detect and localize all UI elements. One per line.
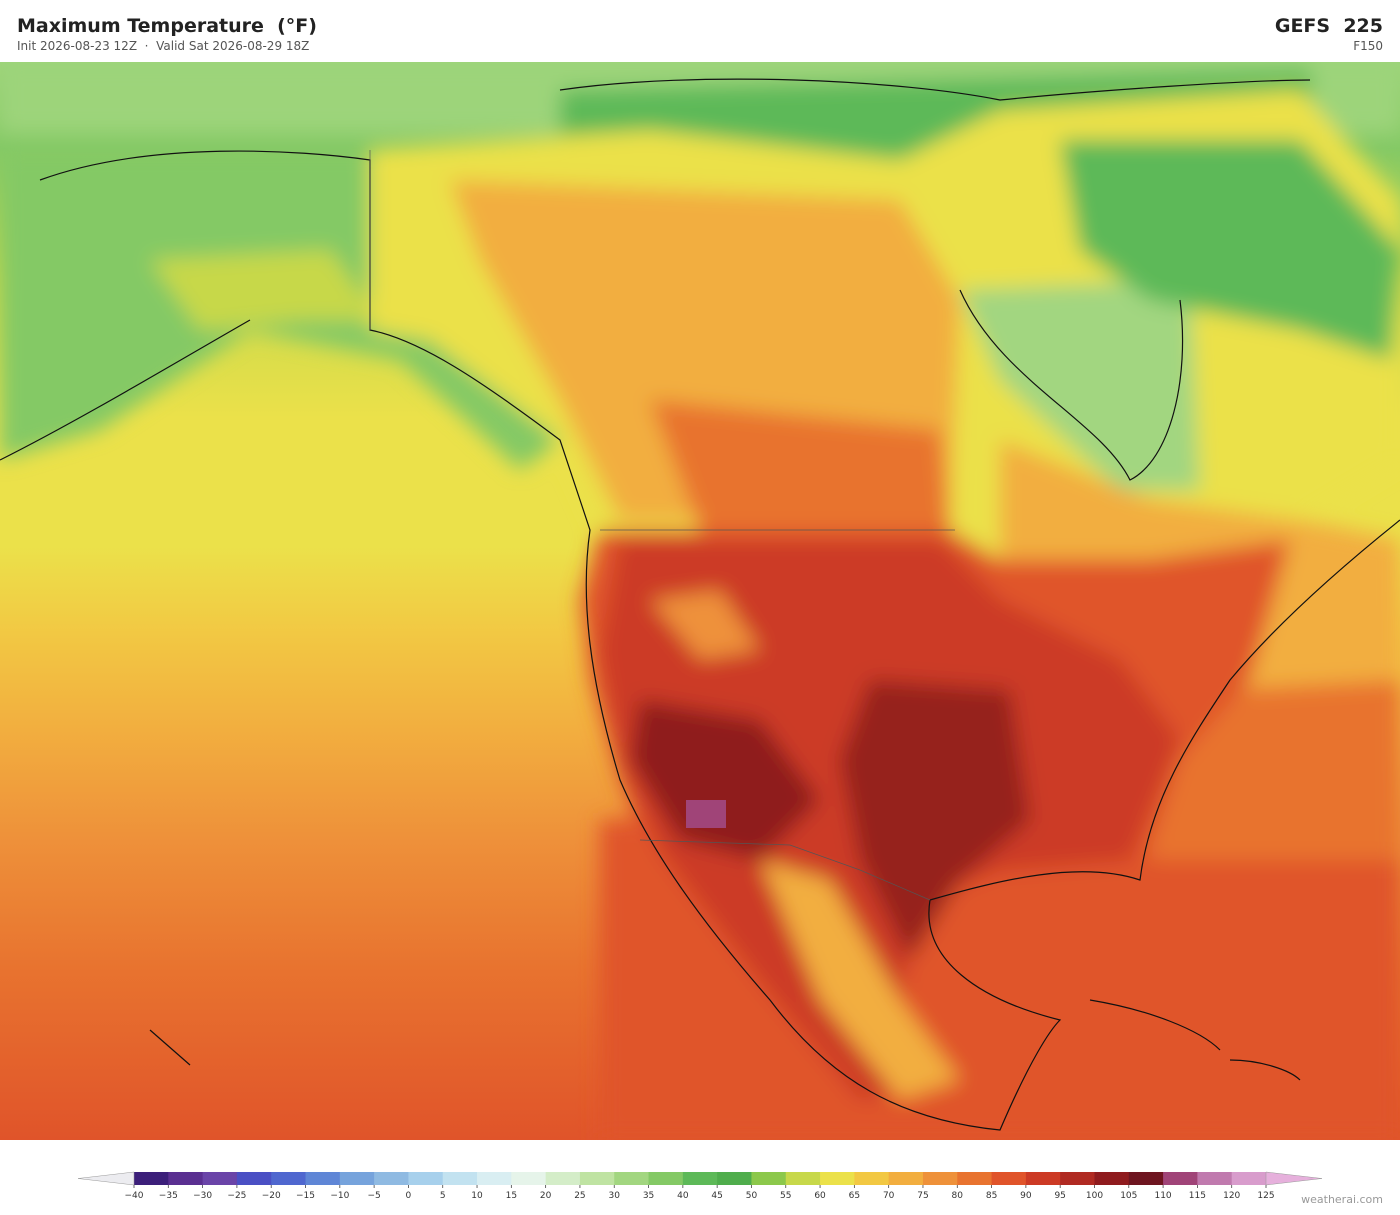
colorbar-bin xyxy=(1128,1172,1164,1185)
colorbar-tick-label: −10 xyxy=(330,1191,349,1201)
colorbar-bin xyxy=(408,1172,444,1185)
colorbar-tick-label: −40 xyxy=(125,1191,144,1201)
colorbar-tick-label: 5 xyxy=(440,1191,446,1201)
colorbar-bin xyxy=(751,1172,787,1185)
colorbar-tick-label: −35 xyxy=(159,1191,178,1201)
colorbar-bin xyxy=(305,1172,341,1185)
colorbar-tick-label: 70 xyxy=(883,1191,895,1201)
colorbar-bin xyxy=(614,1172,650,1185)
colorbar-bin xyxy=(648,1172,684,1185)
colorbar-under xyxy=(77,1171,135,1186)
colorbar-bin xyxy=(682,1172,718,1185)
model: GEFS 225 xyxy=(1274,15,1383,37)
colorbar-bin xyxy=(785,1172,821,1185)
colorbar-tick-label: 55 xyxy=(780,1191,791,1201)
colorbar-tick-label: 110 xyxy=(1154,1191,1171,1201)
colorbar-tick-label: 15 xyxy=(506,1191,517,1201)
colorbar-tick-label: 10 xyxy=(471,1191,483,1201)
colorbar-bin xyxy=(1094,1172,1130,1185)
subtitle: Init 2026-08-23 12Z · Valid Sat 2026-08-… xyxy=(17,39,310,53)
colorbar-tick-label: 95 xyxy=(1054,1191,1065,1201)
colorbar-bin xyxy=(1025,1172,1061,1185)
borders xyxy=(369,150,955,901)
colorbar-tick-label: −20 xyxy=(262,1191,281,1201)
hot-spot xyxy=(686,800,726,828)
colorbar-tick-label: 75 xyxy=(917,1191,928,1201)
colorbar-tick-label: 90 xyxy=(1020,1191,1032,1201)
colorbar-tick-label: −5 xyxy=(367,1191,380,1201)
colorbar-tick-label: 100 xyxy=(1086,1191,1103,1201)
colorbar-tick-label: 85 xyxy=(986,1191,997,1201)
colorbar-bin xyxy=(545,1172,581,1185)
colorbar-tick-label: 65 xyxy=(849,1191,860,1201)
colorbar-tick-label: 120 xyxy=(1223,1191,1240,1201)
colorbar-bin xyxy=(922,1172,958,1185)
colorbar-tick-label: 50 xyxy=(746,1191,758,1201)
colorbar-tick-label: 60 xyxy=(814,1191,826,1201)
colorbar-bin xyxy=(854,1172,890,1185)
colorbar-bin xyxy=(820,1172,855,1185)
colorbar-tick-label: 40 xyxy=(677,1191,689,1201)
colorbar-bin xyxy=(271,1172,307,1185)
colorbar-bin xyxy=(442,1172,478,1185)
colorbar-tick-label: 20 xyxy=(540,1191,552,1201)
colorbar-bin xyxy=(1231,1172,1267,1185)
colorbar-bin xyxy=(477,1172,512,1185)
map xyxy=(0,62,1400,1140)
colorbar-tick-label: 0 xyxy=(406,1191,412,1201)
colorbar-bin xyxy=(202,1172,238,1185)
colorbar-bin xyxy=(1163,1172,1198,1185)
colorbar-tick-label: 30 xyxy=(609,1191,621,1201)
colorbar-bin xyxy=(511,1172,547,1185)
colorbar-tick-label: −15 xyxy=(296,1191,315,1201)
forecast-hour: F150 xyxy=(1353,39,1383,53)
temperature-field xyxy=(0,62,1400,1140)
colorbar-tick-label: 45 xyxy=(711,1191,722,1201)
colorbar-bin xyxy=(991,1172,1027,1185)
colorbar-bin xyxy=(717,1172,752,1185)
colorbar-bin xyxy=(1197,1172,1233,1185)
colorbar-bin xyxy=(579,1172,615,1185)
colorbar-bin xyxy=(339,1172,375,1185)
credit: weatherai.com xyxy=(1301,1193,1383,1206)
colorbar-tick-label: 35 xyxy=(643,1191,654,1201)
colorbar-over xyxy=(1265,1171,1323,1186)
colorbar-tick-label: −25 xyxy=(227,1191,246,1201)
colorbar-tick-label: 25 xyxy=(574,1191,585,1201)
colorbar-bin xyxy=(236,1172,272,1185)
colorbar-tick-label: 125 xyxy=(1257,1191,1274,1201)
colorbar-bin xyxy=(134,1172,169,1185)
colorbar: −40 −35 −30 −25 −20 −15 −10 −5 0 5 10 15 20 25 30 35 40 4… xyxy=(77,1171,1323,1201)
colorbar-bin xyxy=(374,1172,409,1185)
colorbar-bin xyxy=(957,1172,993,1185)
title: Maximum Temperature (°F) xyxy=(17,15,317,37)
colorbar-bin xyxy=(168,1172,204,1185)
colorbar-bin xyxy=(1060,1172,1095,1185)
colorbar-tick-label: 105 xyxy=(1120,1191,1137,1201)
colorbar-tick-label: 80 xyxy=(952,1191,964,1201)
colorbar-tick-label: −30 xyxy=(193,1191,212,1201)
colorbar-tick-label: 115 xyxy=(1189,1191,1206,1201)
coastlines xyxy=(0,78,1400,1131)
colorbar-bin xyxy=(888,1172,924,1185)
